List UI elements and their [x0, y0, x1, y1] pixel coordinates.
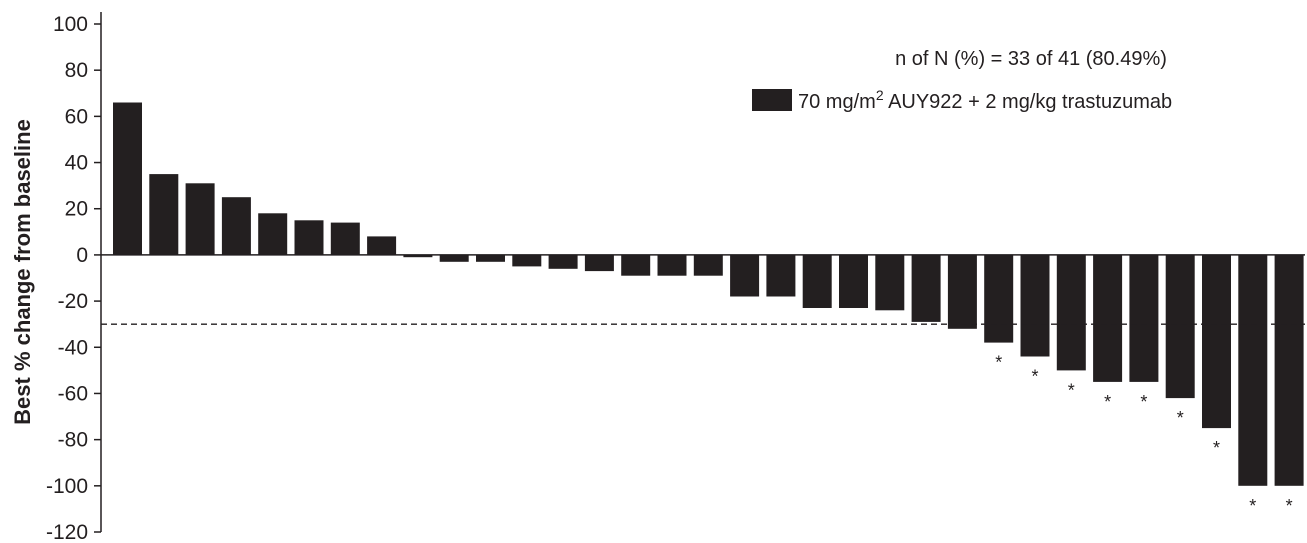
response-marker: *: [995, 353, 1002, 373]
bar: [1056, 254, 1086, 371]
bar: [512, 254, 542, 267]
y-tick-label: 100: [53, 13, 88, 36]
bar: [584, 254, 614, 272]
response-marker: *: [1031, 367, 1038, 387]
bar: [875, 254, 905, 311]
bar: [258, 213, 288, 255]
bar: [1202, 254, 1231, 429]
response-marker: *: [1140, 392, 1147, 412]
bar: [221, 197, 251, 255]
bar: [984, 254, 1014, 343]
legend-label-superscript: 2: [876, 87, 884, 103]
bar: [621, 254, 651, 276]
y-tick-label: 80: [65, 59, 88, 82]
response-marker: *: [1249, 496, 1256, 516]
response-marker: *: [1177, 408, 1184, 428]
bar: [802, 254, 832, 308]
y-tick-label: 40: [65, 152, 88, 175]
bar: [330, 222, 360, 255]
bar: [403, 254, 433, 258]
y-tick-label: -40: [58, 336, 88, 359]
bar: [548, 254, 578, 269]
y-tick-label: -80: [58, 429, 88, 452]
bar: [367, 236, 397, 255]
bar: [185, 183, 215, 255]
y-tick-label: -20: [58, 290, 88, 313]
bar: [1020, 254, 1050, 357]
markers-group: * * * * * * * * *: [995, 353, 1292, 516]
bar: [693, 254, 723, 276]
bar: [1274, 254, 1304, 486]
bar: [113, 102, 142, 255]
y-tick-label: 60: [65, 105, 88, 128]
bar: [149, 174, 179, 255]
legend-swatch: [752, 89, 792, 111]
bar: [947, 254, 977, 329]
y-axis: 100 80 60 40 20 0 -20 -40 -60 -80 -100 -120: [46, 12, 102, 543]
summary-text: n of N (%) = 33 of 41 (80.49%): [895, 48, 1167, 70]
bar: [476, 254, 505, 262]
bar: [1129, 254, 1159, 382]
bar: [1238, 254, 1268, 486]
bar: [730, 254, 760, 297]
y-tick-label: -120: [46, 521, 88, 543]
bar: [911, 254, 941, 322]
bar: [657, 254, 687, 276]
y-tick-label: -60: [58, 382, 88, 405]
legend: 70 mg/m2 AUY922 + 2 mg/kg trastuzumab: [752, 87, 1172, 113]
response-marker: *: [1213, 438, 1220, 458]
bar: [766, 254, 796, 297]
bar: [1093, 254, 1123, 382]
bar: [294, 220, 324, 255]
y-tick-label: -100: [46, 475, 88, 498]
bar: [439, 254, 469, 262]
response-marker: *: [1104, 392, 1111, 412]
legend-label-prefix: 70 mg/m: [798, 91, 876, 113]
y-axis-label: Best % change from baseline: [10, 119, 35, 425]
legend-label-suffix: AUY922 + 2 mg/kg trastuzumab: [884, 91, 1173, 113]
response-marker: *: [1286, 496, 1293, 516]
bars-group: [113, 102, 1304, 486]
bar: [839, 254, 868, 308]
response-marker: *: [1068, 380, 1075, 400]
y-tick-label: 0: [76, 244, 88, 267]
bar: [1165, 254, 1195, 399]
y-tick-label: 20: [65, 198, 88, 221]
legend-label: 70 mg/m2 AUY922 + 2 mg/kg trastuzumab: [798, 87, 1172, 113]
